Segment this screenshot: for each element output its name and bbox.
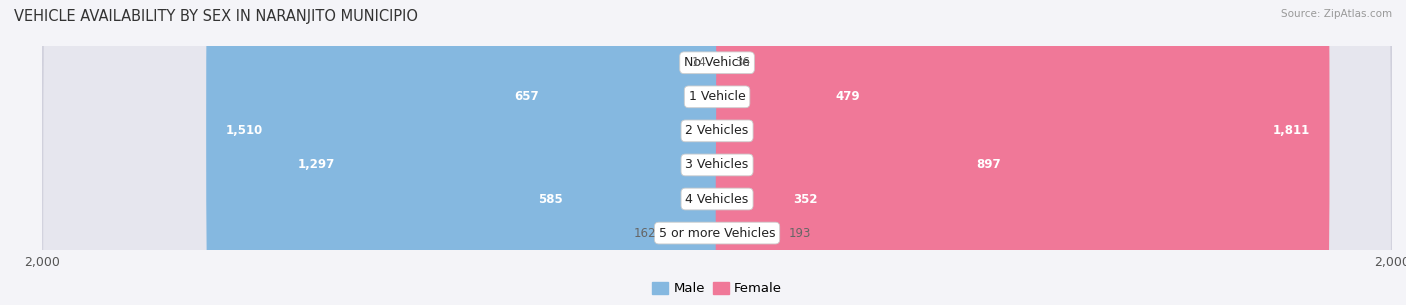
Text: No Vehicle: No Vehicle [685, 56, 749, 69]
FancyBboxPatch shape [494, 0, 718, 245]
Text: 1,297: 1,297 [298, 159, 335, 171]
Text: Source: ZipAtlas.com: Source: ZipAtlas.com [1281, 9, 1392, 19]
Text: 162: 162 [634, 227, 657, 239]
Text: 3 Vehicles: 3 Vehicles [686, 159, 748, 171]
Text: 5 or more Vehicles: 5 or more Vehicles [659, 227, 775, 239]
FancyBboxPatch shape [519, 51, 718, 305]
FancyBboxPatch shape [716, 0, 731, 210]
Text: 657: 657 [515, 90, 538, 103]
Text: 897: 897 [977, 159, 1001, 171]
FancyBboxPatch shape [278, 17, 718, 305]
FancyBboxPatch shape [711, 0, 718, 210]
Text: VEHICLE AVAILABILITY BY SEX IN NARANJITO MUNICIPIO: VEHICLE AVAILABILITY BY SEX IN NARANJITO… [14, 9, 418, 24]
FancyBboxPatch shape [207, 0, 718, 279]
Text: 2 Vehicles: 2 Vehicles [686, 124, 748, 137]
Text: 14: 14 [692, 56, 706, 69]
FancyBboxPatch shape [716, 0, 880, 245]
Text: 585: 585 [538, 192, 562, 206]
FancyBboxPatch shape [716, 51, 837, 305]
FancyBboxPatch shape [42, 0, 1392, 305]
FancyBboxPatch shape [716, 17, 1021, 305]
FancyBboxPatch shape [42, 0, 1392, 305]
Text: 1,510: 1,510 [226, 124, 263, 137]
FancyBboxPatch shape [42, 0, 1392, 305]
Text: 193: 193 [789, 227, 811, 239]
Text: 4 Vehicles: 4 Vehicles [686, 192, 748, 206]
FancyBboxPatch shape [42, 0, 1392, 305]
Text: 479: 479 [835, 90, 860, 103]
Legend: Male, Female: Male, Female [647, 277, 787, 301]
Text: 1 Vehicle: 1 Vehicle [689, 90, 745, 103]
FancyBboxPatch shape [42, 0, 1392, 305]
Text: 1,811: 1,811 [1272, 124, 1309, 137]
FancyBboxPatch shape [42, 0, 1392, 305]
FancyBboxPatch shape [661, 85, 718, 305]
FancyBboxPatch shape [716, 0, 1330, 279]
FancyBboxPatch shape [716, 85, 783, 305]
Text: 36: 36 [735, 56, 751, 69]
Text: 352: 352 [793, 192, 817, 206]
